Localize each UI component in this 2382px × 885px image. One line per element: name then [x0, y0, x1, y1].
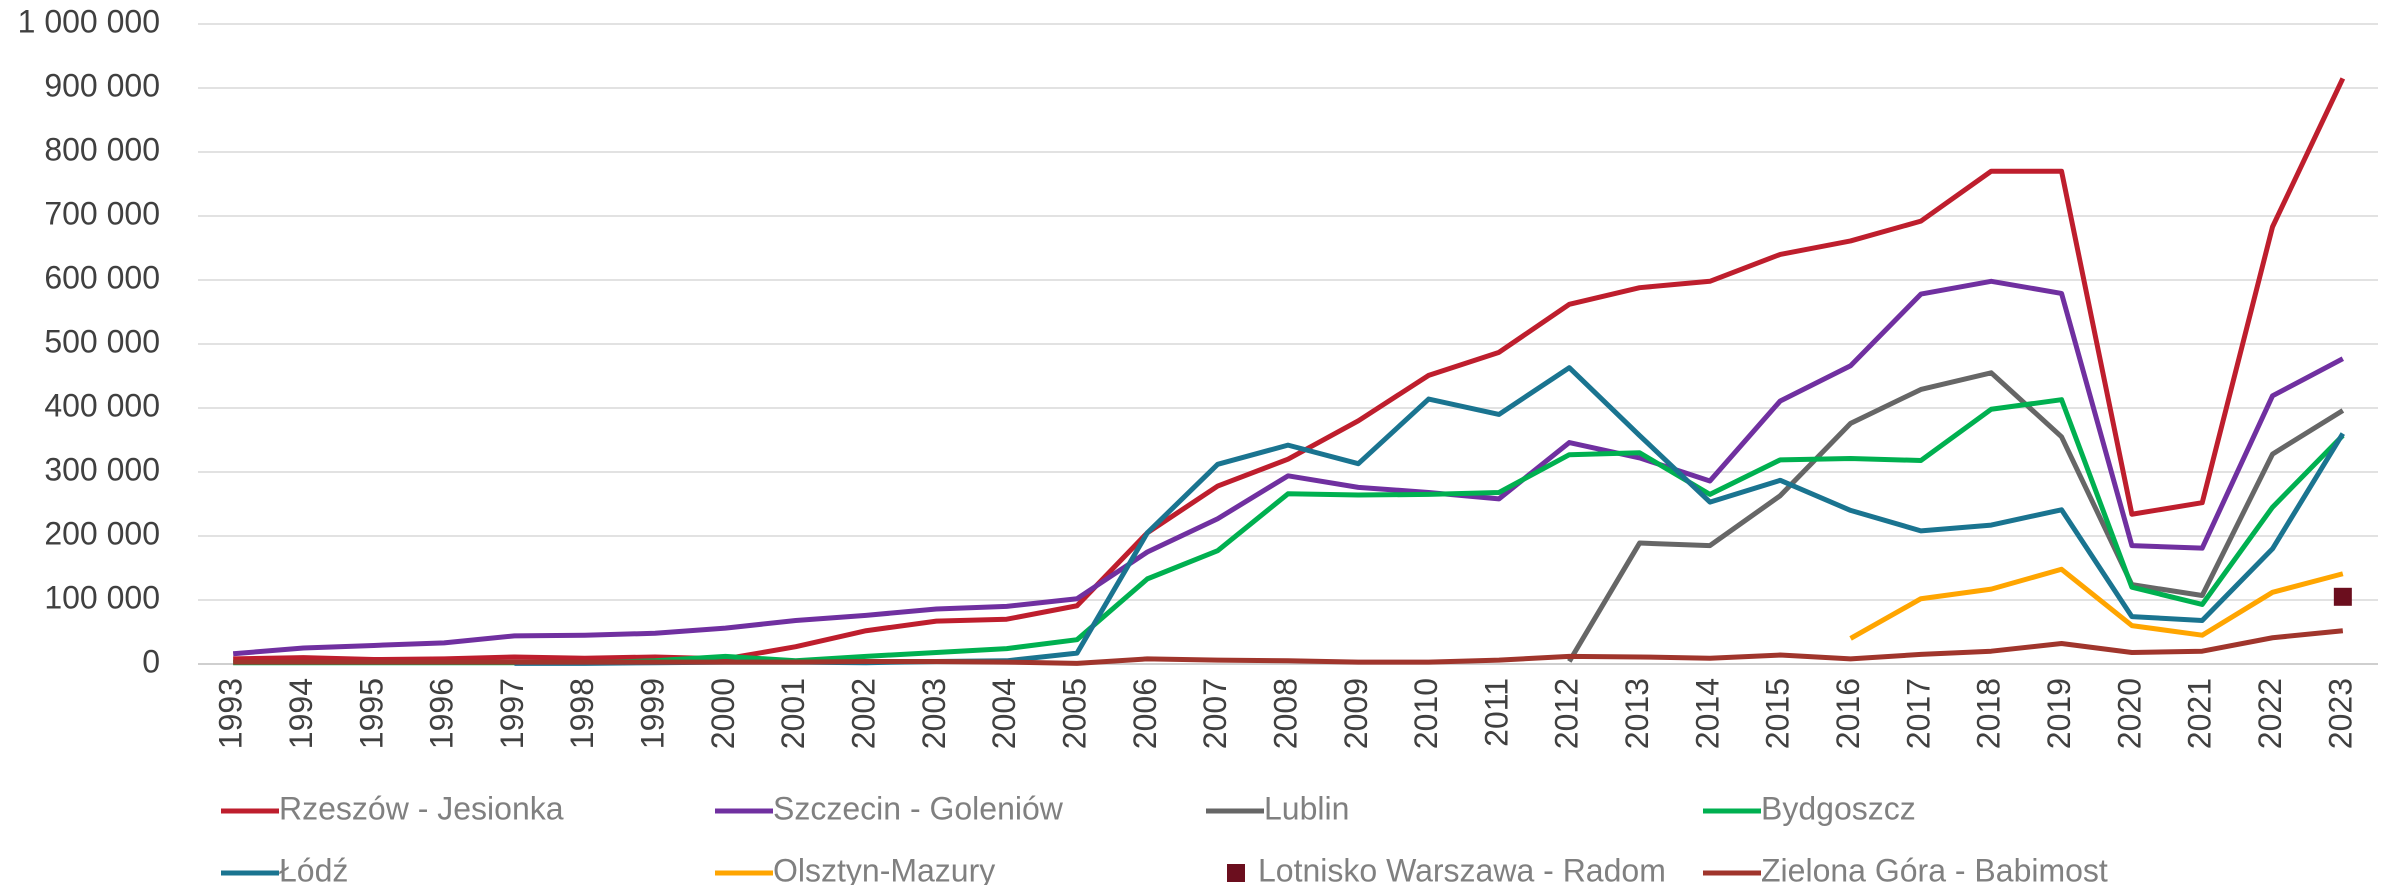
x-tick-label: 2011	[1478, 678, 1514, 747]
series-line	[1567, 370, 2345, 663]
legend-marker	[1227, 864, 1245, 882]
x-tick-label: 2015	[1760, 678, 1796, 749]
y-tick-label: 900 000	[44, 67, 160, 103]
x-tick-label: 1995	[353, 678, 389, 749]
x-tick-label: 2018	[1971, 678, 2007, 749]
series-line	[233, 397, 2345, 666]
x-tick-label: 2017	[1900, 678, 1936, 749]
x-tick-label: 2016	[1830, 678, 1866, 749]
marker	[2333, 587, 2352, 606]
x-tick-label: 2003	[916, 678, 952, 749]
x-tick-label: 2000	[705, 678, 741, 749]
legend-label: Olsztyn-Mazury	[773, 852, 995, 885]
y-tick-label: 0	[142, 643, 160, 679]
y-tick-label: 700 000	[44, 195, 160, 231]
legend-label: Łódź	[279, 852, 348, 885]
x-tick-label: 2007	[1197, 678, 1233, 749]
x-tick-label: 2005	[1056, 678, 1092, 749]
x-tick-label: 2004	[986, 678, 1022, 749]
y-tick-label: 800 000	[44, 131, 160, 167]
legend-label: Rzeszów - Jesionka	[279, 790, 564, 826]
legend-label: Zielona Góra - Babimost	[1761, 852, 2108, 885]
y-tick-label: 600 000	[44, 259, 160, 295]
y-tick-label: 300 000	[44, 451, 160, 487]
x-tick-label: 1998	[564, 678, 600, 749]
x-tick-label: 1997	[494, 678, 530, 749]
x-tick-label: 2013	[1619, 678, 1655, 749]
x-tick-label: 2008	[1267, 678, 1303, 749]
series-line	[1849, 566, 2344, 641]
x-tick-label: 2002	[846, 678, 882, 749]
x-tick-label: 2001	[775, 678, 811, 749]
x-tick-label: 2009	[1338, 678, 1374, 749]
x-tick-label: 1996	[424, 678, 460, 749]
x-tick-label: 2006	[1127, 678, 1163, 749]
x-tick-label: 2010	[1408, 678, 1444, 749]
legend-label: Lublin	[1264, 790, 1349, 826]
legend-label: Bydgoszcz	[1761, 790, 1916, 826]
y-tick-label: 1 000 000	[18, 3, 160, 39]
y-tick-label: 200 000	[44, 515, 160, 551]
series-line	[232, 278, 2345, 657]
series-line	[233, 628, 2344, 666]
y-tick-label: 400 000	[44, 387, 160, 423]
x-tick-label: 2023	[2322, 678, 2358, 749]
y-tick-label: 100 000	[44, 579, 160, 615]
x-tick-label: 2021	[2182, 678, 2218, 749]
x-tick-label: 1994	[283, 678, 319, 749]
x-tick-label: 2022	[2252, 678, 2288, 749]
y-tick-label: 500 000	[44, 323, 160, 359]
x-tick-label: 2020	[2111, 678, 2147, 749]
legend-label: Szczecin - Goleniów	[773, 790, 1064, 826]
x-tick-label: 2019	[2041, 678, 2077, 749]
legend: Rzeszów - Jesionka Szczecin - Goleniów Lub…	[221, 790, 2108, 885]
x-tick-label: 1999	[635, 678, 671, 749]
legend-label: Lotnisko Warszawa - Radom	[1258, 852, 1666, 885]
x-tick-label: 2012	[1549, 678, 1585, 749]
x-tick-label: 2014	[1689, 678, 1725, 749]
x-tick-label: 1993	[213, 678, 249, 749]
series-line	[233, 77, 2346, 663]
